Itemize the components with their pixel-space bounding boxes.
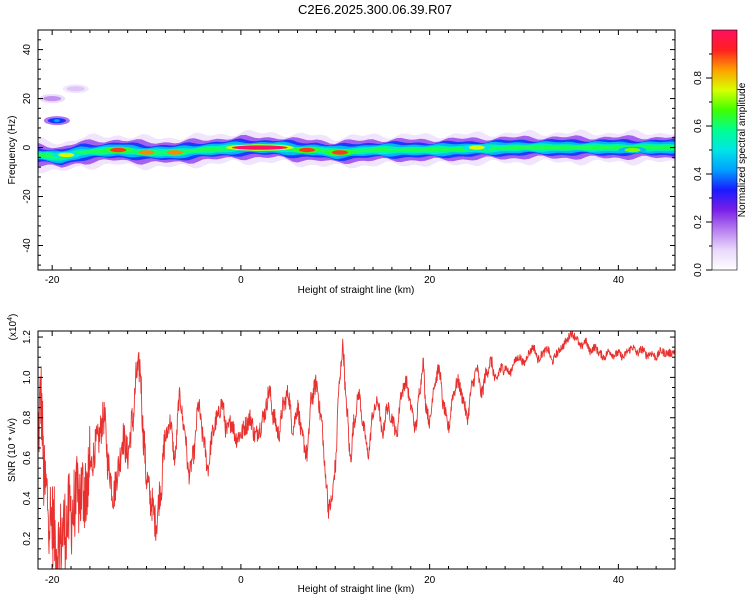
spectrogram-side-blob: [66, 86, 85, 92]
spectrogram-hotspot: [331, 150, 348, 155]
snr-y-tick-label: 0.6: [22, 451, 33, 465]
snr-panel: -20 0 20 40 0.2 0.4 0.6 0.8 1.0 1.2 Height of str…: [7, 314, 676, 595]
figure-title: C2E6.2025.300.06.39.R07: [298, 2, 452, 17]
spectrogram-x-tick-label: 0: [238, 275, 244, 286]
spectrogram-side-blob-core: [53, 119, 60, 123]
snr-y-scale-label: (x104): [7, 314, 19, 341]
snr-y-tick-label: 0.8: [22, 410, 33, 424]
snr-x-axis-title: Height of straight line (km): [298, 584, 415, 595]
spectrogram-hotspot: [110, 147, 127, 153]
spectrogram-hotspot: [58, 152, 75, 158]
spectrogram-band-layer: [38, 145, 675, 159]
spectrogram-y-axis-title: Frequency (Hz): [7, 116, 18, 185]
colorbar-tick-label: 0.2: [693, 215, 704, 229]
spectrogram-y-tick-label: -40: [22, 238, 33, 253]
spectrogram-hotspot: [468, 145, 485, 150]
spectrogram-heat-layer: [38, 84, 675, 174]
snr-x-tick-label: 40: [613, 575, 625, 586]
spectrogram-y-tick-label: 40: [22, 44, 33, 56]
spectrogram-side-blob: [43, 95, 62, 102]
colorbar-ticks: 0.0 0.2 0.4 0.6 0.8: [693, 53, 712, 277]
colorbar: 0.0 0.2 0.4 0.6 0.8 Normalized spectral ampl…: [693, 29, 748, 277]
spectrogram-y-tick-label: 0: [22, 144, 33, 150]
snr-y-scale-suffix: ): [8, 314, 19, 317]
snr-y-tick-label: 0.2: [22, 531, 33, 545]
spectrogram-y-tick-label: -20: [22, 189, 33, 204]
snr-y-tick-label: 1.0: [22, 370, 33, 384]
spectrogram-hotspot: [166, 150, 183, 155]
snr-plot-area: [38, 331, 675, 569]
snr-line-layer: [38, 331, 675, 569]
spectrogram-hotspot: [298, 147, 315, 153]
spectrogram-ticks: -20 0 20 40 -40 -20 0 20 40: [22, 29, 676, 286]
spectrogram-panel: -20 0 20 40 -40 -20 0 20 40 Height of straight l…: [7, 29, 676, 296]
snr-y-tick-label: 1.2: [22, 330, 33, 344]
snr-x-tick-label: -20: [45, 575, 60, 586]
snr-x-tick-label: 0: [238, 575, 244, 586]
snr-y-tick-label: 0.4: [22, 491, 33, 505]
colorbar-tick-label: 0.4: [693, 167, 704, 181]
snr-x-tick-label: 20: [424, 575, 436, 586]
colorbar-tick-label: 0.6: [693, 119, 704, 133]
spectrogram-y-tick-label: 20: [22, 93, 33, 105]
spectrogram-x-tick-label: 20: [424, 275, 436, 286]
spectrogram-hotspot: [231, 145, 288, 150]
spectrogram-x-axis-title: Height of straight line (km): [298, 285, 415, 296]
spectrogram-hotspot: [138, 150, 155, 155]
spectrogram-x-tick-label: -20: [45, 275, 60, 286]
colorbar-tick-label: 0.0: [693, 263, 704, 277]
colorbar-label: Normalized spectral amplitude: [737, 82, 748, 217]
snr-ticks: -20 0 20 40 0.2 0.4 0.6 0.8 1.0 1.2: [22, 330, 676, 586]
spectrogram-x-tick-label: 40: [613, 275, 625, 286]
colorbar-gradient: [712, 30, 737, 270]
snr-y-scale-prefix: (x10: [8, 320, 19, 340]
spectrogram-frame: [37, 29, 676, 271]
snr-y-scale-exponent: 4: [7, 317, 14, 321]
snr-frame: [37, 330, 676, 570]
snr-series-line: [38, 331, 675, 569]
snr-y-axis-title: SNR (10 * v/v): [7, 418, 18, 482]
colorbar-tick-label: 0.8: [693, 71, 704, 85]
spectrogram-hotspot: [624, 147, 641, 153]
